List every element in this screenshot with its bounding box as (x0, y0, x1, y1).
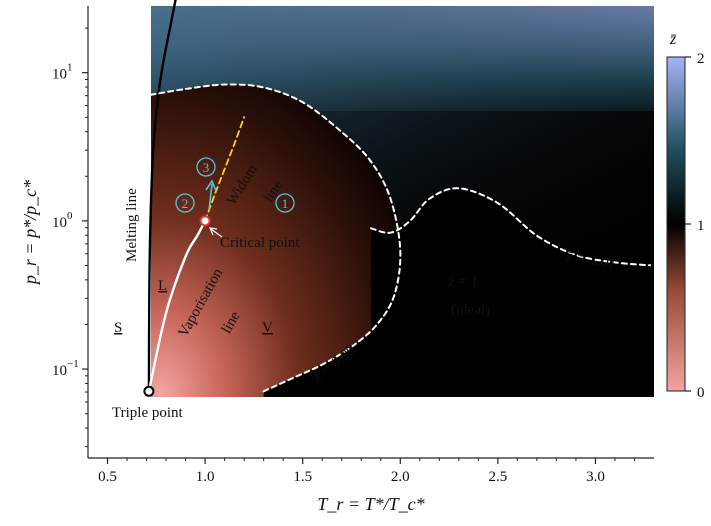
melting-line-label: Melting line (124, 188, 140, 262)
x-tick-label: 1.0 (196, 469, 215, 485)
y-tick-base: 10 (52, 215, 67, 231)
colorbar: z̄ 0 1 2 (666, 31, 705, 401)
colorbar-ticks: 0 1 2 (685, 51, 705, 401)
curve-melting-line (147, 0, 177, 393)
colorbar-tick-label: 2 (697, 51, 705, 67)
ideal-label-line1: z̄ = 1 (448, 274, 478, 290)
y-tick-base: 10 (52, 67, 67, 83)
circle-2-marker: 2 (175, 193, 195, 213)
circle-1-label: 1 (282, 196, 289, 211)
curves (147, 0, 652, 393)
arrow-head (205, 179, 217, 192)
y-axis-title: p_r = p*/p_c* (20, 180, 40, 286)
colorbar-tick-label: 1 (697, 218, 705, 234)
heatmap (151, 6, 654, 397)
circle-2-label: 2 (182, 196, 189, 211)
colorbar-title: z̄ (669, 31, 677, 48)
x-axis-title: T_r = T*/T_c* (317, 494, 424, 514)
critical-arrow-head (209, 227, 218, 236)
arrow-to-circle-3 (205, 179, 217, 211)
critical-point-arrow (209, 227, 223, 238)
circle-1-marker: 1 (275, 193, 295, 213)
y-axis-title-text: p_r = p*/p_c* (20, 180, 40, 286)
y-tick-label: 101 (52, 62, 73, 83)
x-tick-label: 3.0 (586, 469, 605, 485)
circle-1-ring (275, 193, 295, 213)
ideal-region (371, 188, 654, 397)
phase-l-label: L (158, 278, 167, 294)
circle-3-label: 3 (203, 160, 210, 175)
x-tick-label: 2.5 (488, 469, 507, 485)
special-points (143, 215, 211, 397)
circle-3-marker: 3 (196, 157, 216, 177)
phase-v-label: V (262, 320, 273, 336)
y-tick-exponent: 1 (67, 62, 73, 74)
triple-point-label: Triple point (112, 405, 184, 421)
x-tick-label: 1.5 (293, 469, 312, 485)
colorbar-tick-label: 0 (697, 385, 705, 401)
critical-arrow-shaft (210, 228, 223, 238)
x-tick-label: 2.0 (391, 469, 410, 485)
critical-point-marker (199, 215, 211, 227)
y-tick-exponent: −1 (67, 358, 79, 370)
curve-vaporisation-line (147, 219, 207, 393)
y-tick-base: 10 (52, 363, 67, 379)
ideal-label-line2: (ideal) (451, 302, 490, 318)
x-tick-label: 0.5 (98, 469, 117, 485)
y-tick-label: 10−1 (52, 358, 79, 379)
triple-point-marker (143, 385, 155, 397)
arrow-shaft (208, 183, 213, 211)
curve-widom-line (204, 116, 245, 222)
curve-z-0-99 (149, 83, 402, 393)
x-ticks: 0.5 1.0 1.5 2.0 2.5 3.0 (98, 458, 635, 485)
critical-point-label: Critical point (220, 235, 300, 251)
circle-2-ring (175, 193, 195, 213)
y-tick-exponent: 0 (67, 210, 73, 222)
y-tick-label: 100 (52, 210, 73, 231)
circle-3-ring (196, 157, 216, 177)
phase-s-label: S (114, 320, 122, 336)
x-axis-title-text: T_r = T*/T_c* (317, 494, 424, 514)
curve-z-1-01 (370, 187, 652, 267)
